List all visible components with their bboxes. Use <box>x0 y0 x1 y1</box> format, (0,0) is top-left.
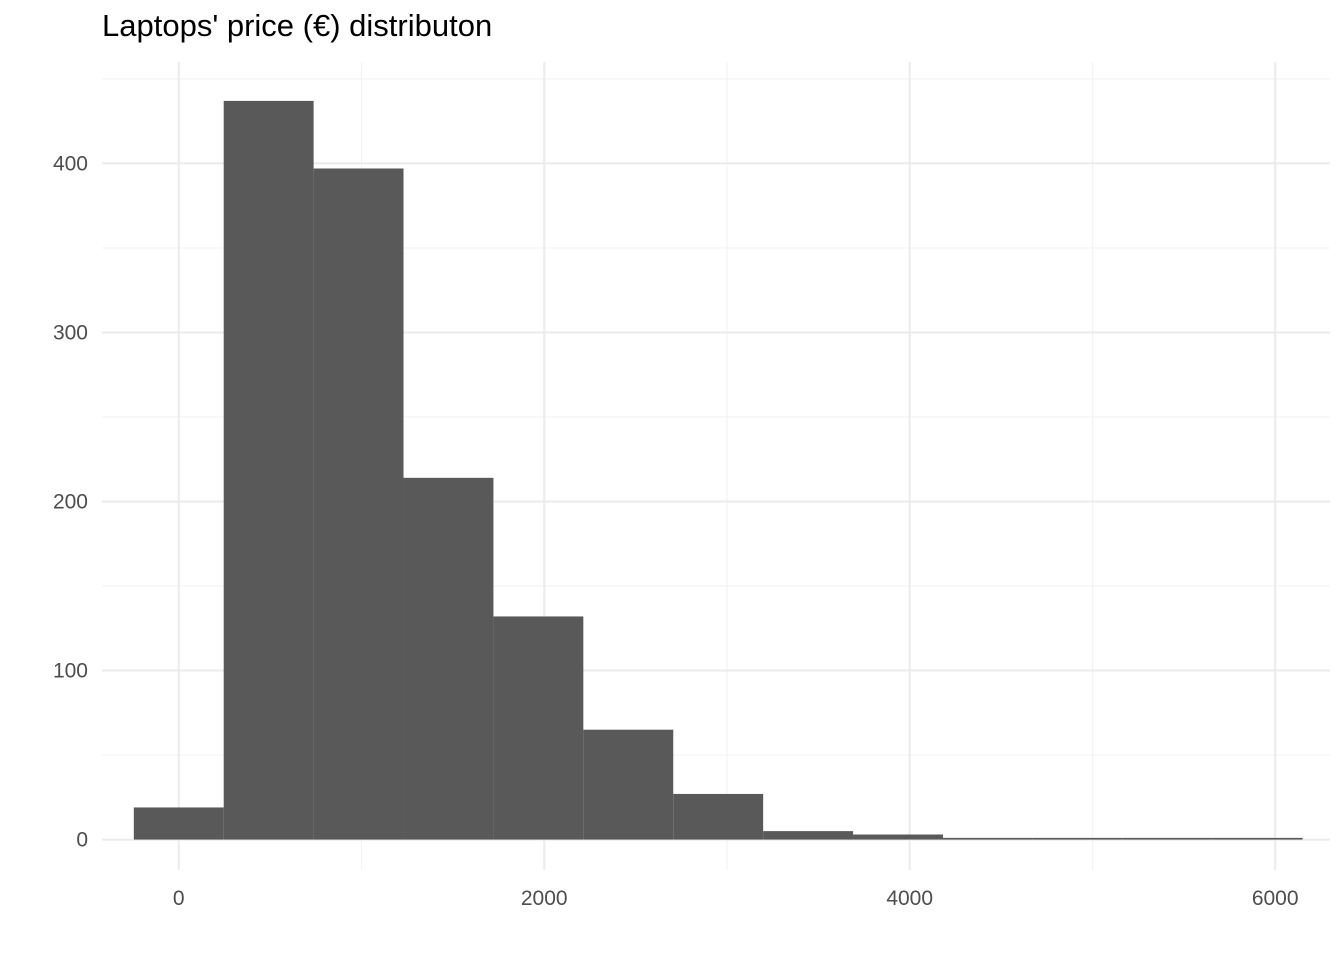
histogram-bar <box>1032 837 1123 840</box>
histogram-bar <box>493 616 584 840</box>
y-tick-label: 100 <box>53 660 88 683</box>
histogram-bar <box>673 793 764 840</box>
histogram-bar <box>763 831 854 840</box>
y-tick-label: 400 <box>53 152 88 175</box>
x-tick-label: 4000 <box>886 887 933 910</box>
histogram-bar <box>583 729 674 840</box>
histogram-bars <box>133 100 1303 840</box>
histogram-bar <box>403 477 494 840</box>
y-tick-label: 200 <box>53 490 88 513</box>
x-tick-label: 6000 <box>1252 887 1299 910</box>
histogram-bar <box>313 168 404 840</box>
y-tick-label: 0 <box>76 829 88 852</box>
histogram-bar <box>853 834 943 840</box>
histogram-bar <box>1122 837 1213 840</box>
histogram-bar <box>1212 837 1303 840</box>
y-axis-tick-labels: 0 100 200 300 400 <box>53 152 88 851</box>
chart-title: Laptops' price (€) distributon <box>102 8 493 43</box>
y-tick-label: 300 <box>53 321 88 344</box>
histogram-bar <box>223 100 314 840</box>
histogram-bar <box>942 837 1033 840</box>
histogram-bar <box>133 807 224 840</box>
x-tick-label: 2000 <box>521 887 568 910</box>
x-tick-label: 0 <box>173 887 185 910</box>
x-axis-tick-labels: 0 2000 4000 6000 <box>173 887 1299 910</box>
